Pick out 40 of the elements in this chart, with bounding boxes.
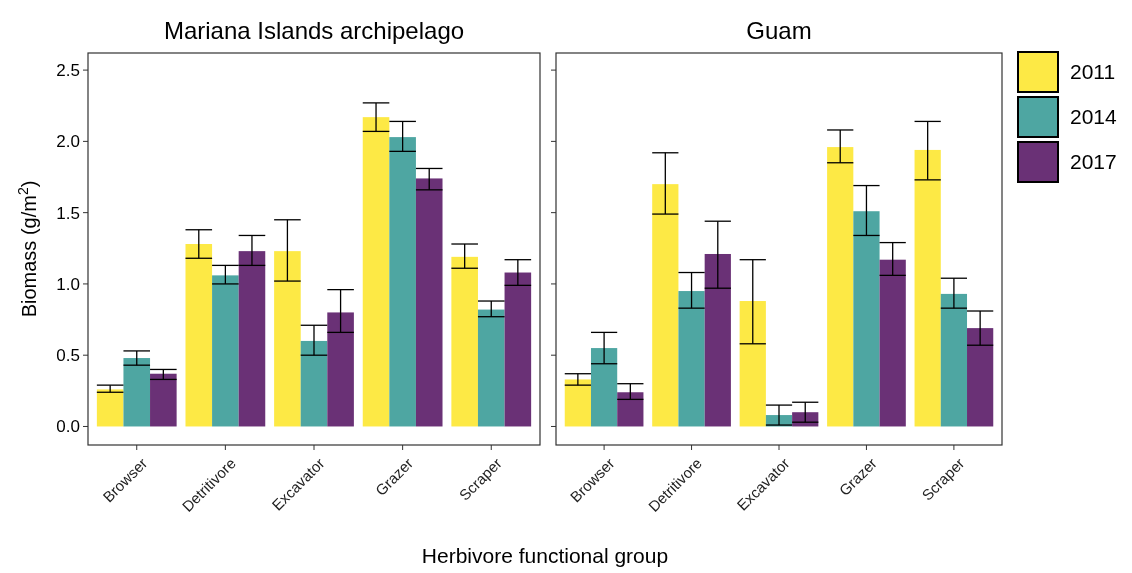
y-tick-label: 1.5	[56, 203, 80, 223]
bar	[914, 149, 941, 427]
bar	[327, 312, 354, 427]
bar	[739, 301, 766, 427]
x-axis-title: Herbivore functional group	[421, 544, 669, 567]
bar	[617, 392, 644, 427]
bar	[827, 147, 854, 427]
bar	[451, 256, 478, 427]
bar	[564, 379, 591, 427]
bar	[185, 244, 213, 427]
bar	[150, 373, 177, 427]
bar	[879, 259, 906, 427]
y-tick-label: 0.5	[56, 346, 80, 366]
y-tick-label: 2.0	[56, 132, 80, 152]
y-tick-label: 1.0	[56, 274, 80, 294]
bar	[477, 309, 505, 427]
bar	[704, 253, 731, 427]
bar	[274, 251, 301, 427]
bar	[853, 211, 880, 427]
chart-title: Mariana Islands archipelago	[163, 17, 465, 44]
y-tick-label: 2.5	[56, 61, 80, 81]
bar	[123, 358, 151, 427]
bar	[652, 184, 679, 427]
y-tick-label: 0.0	[56, 417, 80, 437]
bar	[238, 251, 266, 427]
bar	[96, 389, 124, 427]
legend-label: 2014	[1070, 105, 1118, 129]
bar	[967, 328, 994, 427]
bar	[504, 272, 532, 427]
bar	[415, 178, 443, 427]
bar	[300, 340, 328, 427]
chart-title: Guam	[746, 17, 812, 44]
bar	[362, 117, 390, 427]
legend-label: 2017	[1070, 150, 1117, 174]
bar	[212, 275, 239, 427]
bar	[940, 293, 968, 427]
bar	[590, 348, 618, 427]
legend-label: 2011	[1070, 60, 1116, 84]
bar	[389, 137, 416, 427]
bar	[678, 291, 705, 427]
